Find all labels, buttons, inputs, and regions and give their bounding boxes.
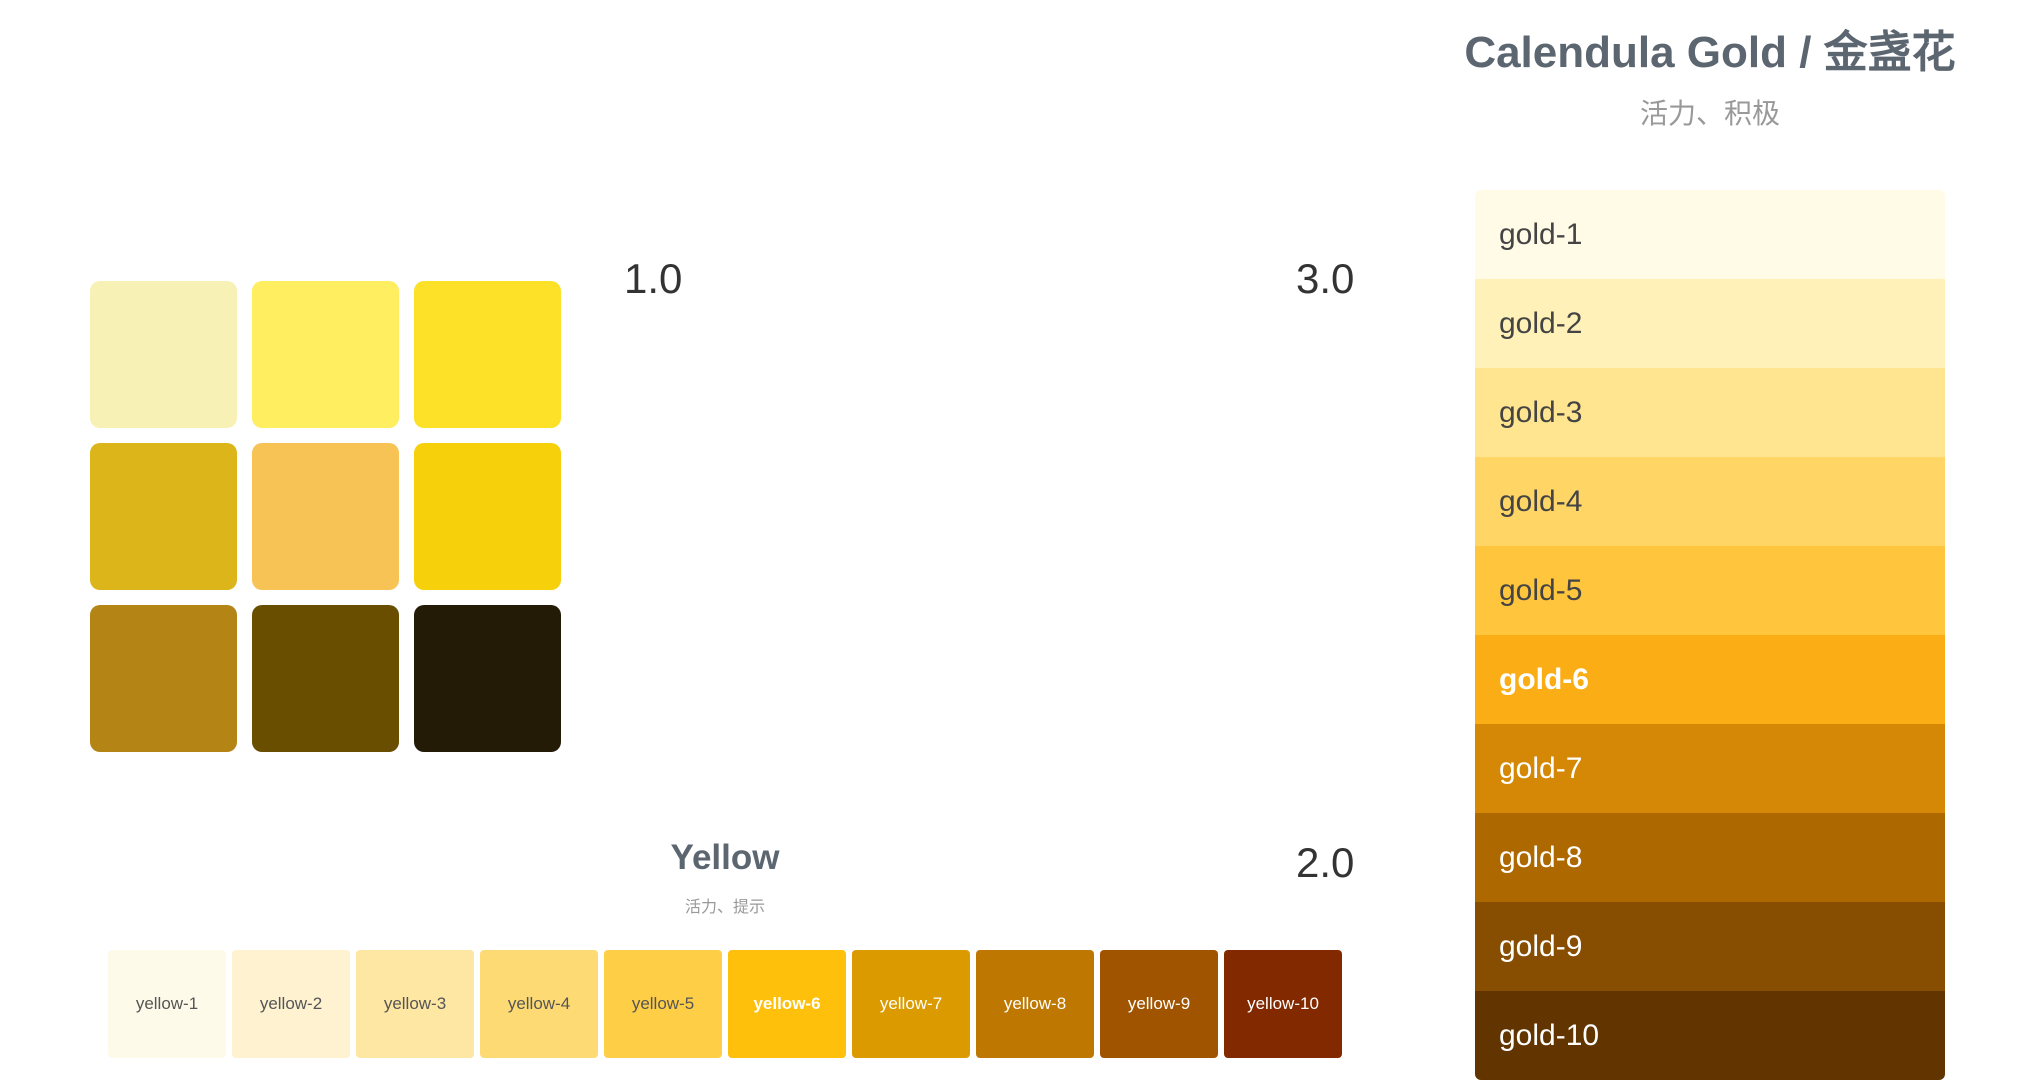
version-label-3: 3.0 bbox=[1296, 255, 1355, 302]
grid-swatch-1[interactable] bbox=[90, 281, 237, 428]
grid-swatch-5[interactable] bbox=[252, 443, 399, 590]
yellow-swatch-label: yellow-5 bbox=[631, 994, 695, 1013]
yellow-swatch-label: yellow-8 bbox=[1003, 994, 1067, 1013]
gold-subtitle: 活力、积极 bbox=[1639, 98, 1780, 129]
gold-swatch-label: gold-2 bbox=[1499, 306, 1583, 340]
grid-swatch-3[interactable] bbox=[414, 281, 561, 428]
gold-swatch-1[interactable]: gold-1 bbox=[1475, 190, 1945, 279]
gold-swatch-label: gold-3 bbox=[1499, 395, 1583, 429]
gold-swatch-label: gold-8 bbox=[1499, 840, 1583, 874]
gold-swatch-label: gold-7 bbox=[1499, 751, 1583, 785]
yellow-swatch-label: yellow-2 bbox=[259, 994, 323, 1013]
gold-swatch-9[interactable]: gold-9 bbox=[1475, 902, 1945, 991]
gold-palette: gold-1 gold-2 gold-3 gold-4 gold-5 gold-6 gold… bbox=[1475, 190, 1945, 1080]
yellow-swatch-7[interactable]: yellow-7 bbox=[852, 950, 970, 1058]
gold-swatch-label: gold-10 bbox=[1499, 1018, 1600, 1052]
gold-swatch-10[interactable]: gold-10 bbox=[1475, 991, 1945, 1080]
yellow-swatch-label: yellow-1 bbox=[135, 994, 199, 1013]
yellow-swatch-label: yellow-9 bbox=[1127, 994, 1191, 1013]
version-label-2: 2.0 bbox=[1296, 839, 1355, 886]
gold-swatch-label: gold-4 bbox=[1499, 484, 1583, 518]
yellow-subtitle: 活力、提示 bbox=[684, 899, 765, 916]
gold-swatch-6[interactable]: gold-6 bbox=[1475, 635, 1945, 724]
gold-swatch-label: gold-5 bbox=[1499, 573, 1583, 607]
yellow-swatch-3[interactable]: yellow-3 bbox=[356, 950, 474, 1058]
gold-swatch-4[interactable]: gold-4 bbox=[1475, 457, 1945, 546]
grid-swatch-4[interactable] bbox=[90, 443, 237, 590]
version-label-1: 1.0 bbox=[624, 255, 683, 302]
yellow-swatch-4[interactable]: yellow-4 bbox=[480, 950, 598, 1058]
yellow-title: Yellow bbox=[670, 838, 780, 877]
gold-swatch-8[interactable]: gold-8 bbox=[1475, 813, 1945, 902]
yellow-swatch-label: yellow-4 bbox=[507, 994, 571, 1013]
gold-swatch-label: gold-6 bbox=[1499, 662, 1589, 696]
grid-swatch-6[interactable] bbox=[414, 443, 561, 590]
gold-swatch-2[interactable]: gold-2 bbox=[1475, 279, 1945, 368]
grid-swatch-2[interactable] bbox=[252, 281, 399, 428]
yellow-swatch-label: yellow-6 bbox=[753, 994, 821, 1013]
yellow-swatch-label: yellow-10 bbox=[1247, 994, 1319, 1013]
gold-swatch-label: gold-9 bbox=[1499, 929, 1583, 963]
yellow-swatch-6[interactable]: yellow-6 bbox=[728, 950, 846, 1058]
yellow-swatch-2[interactable]: yellow-2 bbox=[232, 950, 350, 1058]
grid-swatch-7[interactable] bbox=[90, 605, 237, 752]
swatch-grid bbox=[90, 281, 561, 752]
gold-swatch-3[interactable]: gold-3 bbox=[1475, 368, 1945, 457]
gold-title: Calendula Gold / 金盏花 bbox=[1464, 28, 1956, 77]
yellow-palette: yellow-1 yellow-2 yellow-3 yellow-4 yellow-5… bbox=[108, 950, 1342, 1058]
yellow-swatch-label: yellow-3 bbox=[383, 994, 447, 1013]
gold-swatch-7[interactable]: gold-7 bbox=[1475, 724, 1945, 813]
grid-swatch-8[interactable] bbox=[252, 605, 399, 752]
grid-swatch-9[interactable] bbox=[414, 605, 561, 752]
gold-swatch-label: gold-1 bbox=[1499, 217, 1583, 251]
yellow-swatch-9[interactable]: yellow-9 bbox=[1100, 950, 1218, 1058]
yellow-swatch-5[interactable]: yellow-5 bbox=[604, 950, 722, 1058]
yellow-swatch-1[interactable]: yellow-1 bbox=[108, 950, 226, 1058]
yellow-swatch-8[interactable]: yellow-8 bbox=[976, 950, 1094, 1058]
yellow-swatch-label: yellow-7 bbox=[879, 994, 943, 1013]
yellow-swatch-10[interactable]: yellow-10 bbox=[1224, 950, 1342, 1058]
gold-swatch-5[interactable]: gold-5 bbox=[1475, 546, 1945, 635]
